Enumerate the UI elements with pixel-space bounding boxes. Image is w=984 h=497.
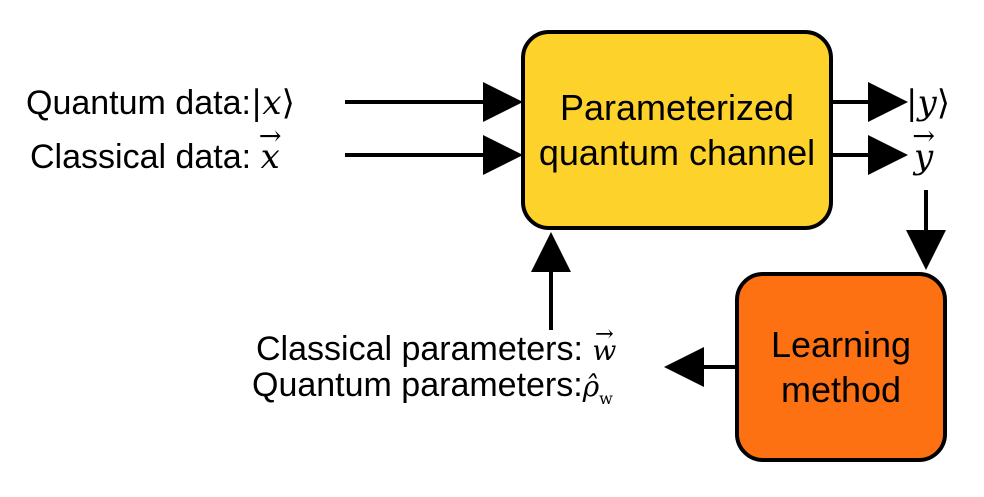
quantum-parameters-symbol: ρ̂ xyxy=(582,370,600,403)
quantum-parameters-label: Quantum parameters:ρ̂w xyxy=(252,366,613,408)
quantum-data-label: Quantum data:|x⟩ xyxy=(26,83,295,123)
quantum-data-symbol: x xyxy=(262,83,282,123)
classical-output-label: y xyxy=(914,140,933,174)
classical-data-label: Classical data: x xyxy=(30,140,280,174)
learning-line1: Learning xyxy=(770,324,912,365)
classical-output-symbol: y xyxy=(914,140,933,174)
learning-line2: method xyxy=(780,369,902,410)
channel-line1: Parameterized xyxy=(559,87,795,128)
quantum-parameters-subscript: w xyxy=(599,388,613,408)
channel-line2: quantum channel xyxy=(538,132,816,173)
quantum-output-label: |y⟩ xyxy=(906,83,950,123)
learning-method-box: Learning method xyxy=(735,272,947,462)
quantum-output-symbol: y xyxy=(917,83,937,123)
classical-parameters-symbol: w xyxy=(592,337,616,365)
classical-parameters-label: Classical parameters: w xyxy=(256,332,616,366)
parameterized-quantum-channel-box: Parameterized quantum channel xyxy=(521,30,833,230)
classical-data-symbol: x xyxy=(261,140,280,174)
